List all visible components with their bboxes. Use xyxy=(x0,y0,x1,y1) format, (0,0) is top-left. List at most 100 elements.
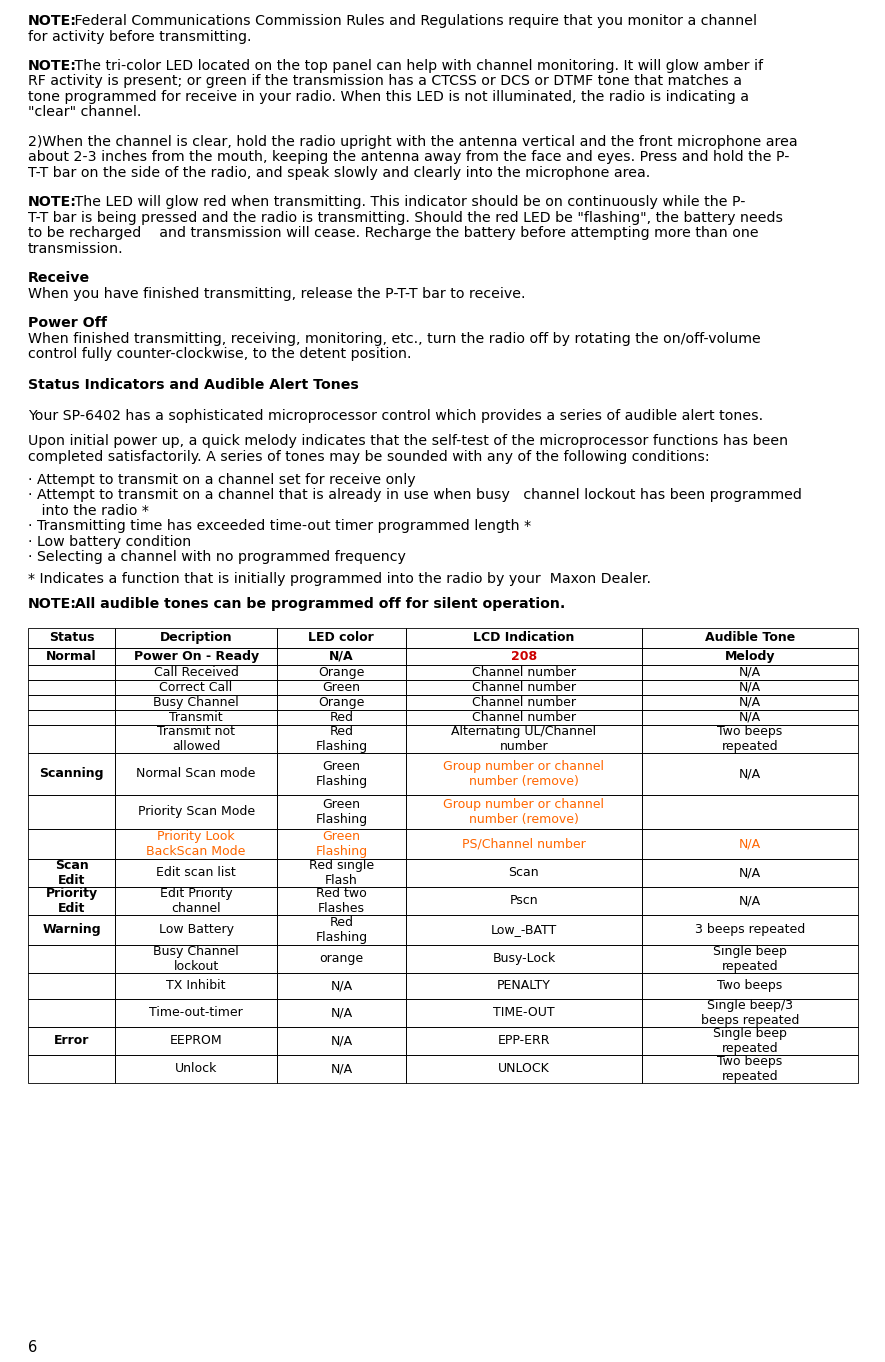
Text: Priority
Edit: Priority Edit xyxy=(45,887,97,915)
Text: N/A: N/A xyxy=(739,767,761,780)
Bar xyxy=(115,829,277,859)
Text: Red two
Flashes: Red two Flashes xyxy=(316,887,366,915)
Bar xyxy=(643,998,858,1027)
Text: Unlock: Unlock xyxy=(175,1062,217,1076)
Text: for activity before transmitting.: for activity before transmitting. xyxy=(28,30,251,44)
Text: Orange: Orange xyxy=(318,696,365,708)
Bar xyxy=(643,680,858,695)
Text: 3 beeps repeated: 3 beeps repeated xyxy=(695,923,805,936)
Text: Green: Green xyxy=(322,681,360,693)
Bar xyxy=(643,945,858,972)
Bar xyxy=(277,753,405,795)
Text: UNLOCK: UNLOCK xyxy=(498,1062,550,1076)
Text: Red single
Flash: Red single Flash xyxy=(309,859,373,887)
Text: Low_-BATT: Low_-BATT xyxy=(491,923,557,936)
Bar xyxy=(643,887,858,915)
Bar xyxy=(405,998,643,1027)
Bar xyxy=(277,680,405,695)
Bar xyxy=(643,628,858,648)
Text: RF activity is present; or green if the transmission has a CTCSS or DCS or DTMF : RF activity is present; or green if the … xyxy=(28,75,742,89)
Bar xyxy=(277,695,405,710)
Text: tone programmed for receive in your radio. When this LED is not illuminated, the: tone programmed for receive in your radi… xyxy=(28,90,749,104)
Bar xyxy=(115,795,277,829)
Text: Your SP-6402 has a sophisticated microprocessor control which provides a series : Your SP-6402 has a sophisticated micropr… xyxy=(28,409,763,424)
Bar xyxy=(277,887,405,915)
Text: transmission.: transmission. xyxy=(28,242,124,256)
Bar xyxy=(115,859,277,887)
Bar xyxy=(277,710,405,725)
Bar xyxy=(28,887,115,915)
Bar xyxy=(405,1027,643,1054)
Bar xyxy=(405,695,643,710)
Text: Two beeps
repeated: Two beeps repeated xyxy=(718,1054,782,1083)
Bar xyxy=(405,972,643,998)
Text: LED color: LED color xyxy=(309,632,374,644)
Text: The LED will glow red when transmitting. This indicator should be on continuousl: The LED will glow red when transmitting.… xyxy=(70,195,745,210)
Bar xyxy=(405,859,643,887)
Bar xyxy=(405,795,643,829)
Bar xyxy=(28,753,115,795)
Text: 208: 208 xyxy=(511,650,537,663)
Bar xyxy=(28,665,115,680)
Bar xyxy=(643,1054,858,1083)
Bar xyxy=(277,915,405,945)
Text: Two beeps
repeated: Two beeps repeated xyxy=(718,725,782,753)
Bar xyxy=(28,829,115,859)
Bar xyxy=(405,887,643,915)
Text: Correct Call: Correct Call xyxy=(159,681,233,693)
Text: Red
Flashing: Red Flashing xyxy=(315,725,367,753)
Text: NOTE:: NOTE: xyxy=(28,195,77,210)
Text: · Selecting a channel with no programmed frequency: · Selecting a channel with no programmed… xyxy=(28,550,406,564)
Bar xyxy=(115,695,277,710)
Bar xyxy=(115,998,277,1027)
Text: · Attempt to transmit on a channel that is already in use when busy   channel lo: · Attempt to transmit on a channel that … xyxy=(28,489,802,503)
Bar xyxy=(28,998,115,1027)
Text: Single beep
repeated: Single beep repeated xyxy=(713,945,787,972)
Text: TX Inhibit: TX Inhibit xyxy=(166,979,226,993)
Bar xyxy=(277,628,405,648)
Text: N/A: N/A xyxy=(330,1034,352,1047)
Text: NOTE:: NOTE: xyxy=(28,597,77,610)
Text: Normal: Normal xyxy=(46,650,96,663)
Text: PS/Channel number: PS/Channel number xyxy=(462,838,586,850)
Bar xyxy=(115,887,277,915)
Bar xyxy=(115,680,277,695)
Bar xyxy=(28,628,115,648)
Text: N/A: N/A xyxy=(330,1007,352,1019)
Text: Status Indicators and Audible Alert Tones: Status Indicators and Audible Alert Tone… xyxy=(28,379,358,392)
Bar xyxy=(643,1027,858,1054)
Bar xyxy=(643,829,858,859)
Text: Decription: Decription xyxy=(160,632,233,644)
Text: into the radio *: into the radio * xyxy=(28,504,149,518)
Text: * Indicates a function that is initially programmed into the radio by your  Maxo: * Indicates a function that is initially… xyxy=(28,572,651,586)
Bar xyxy=(115,710,277,725)
Text: Pscn: Pscn xyxy=(510,895,538,907)
Bar xyxy=(28,680,115,695)
Text: · Low battery condition: · Low battery condition xyxy=(28,535,191,549)
Text: 2)When the channel is clear, hold the radio upright with the antenna vertical an: 2)When the channel is clear, hold the ra… xyxy=(28,135,797,148)
Text: All audible tones can be programmed off for silent operation.: All audible tones can be programmed off … xyxy=(70,597,566,610)
Bar xyxy=(405,725,643,753)
Text: Error: Error xyxy=(54,1034,89,1047)
Bar xyxy=(277,829,405,859)
Text: When finished transmitting, receiving, monitoring, etc., turn the radio off by r: When finished transmitting, receiving, m… xyxy=(28,332,761,346)
Text: N/A: N/A xyxy=(739,666,761,678)
Bar xyxy=(28,1027,115,1054)
Text: 6: 6 xyxy=(28,1340,37,1355)
Text: Red: Red xyxy=(329,711,353,723)
Text: Transmit not
allowed: Transmit not allowed xyxy=(157,725,235,753)
Text: Alternating UL/Channel
number: Alternating UL/Channel number xyxy=(451,725,596,753)
Bar xyxy=(643,915,858,945)
Bar xyxy=(405,1054,643,1083)
Bar xyxy=(28,972,115,998)
Bar xyxy=(277,945,405,972)
Text: PENALTY: PENALTY xyxy=(497,979,550,993)
Text: Scan: Scan xyxy=(509,866,539,880)
Bar xyxy=(405,710,643,725)
Text: Federal Communications Commission Rules and Regulations require that you monitor: Federal Communications Commission Rules … xyxy=(70,14,757,29)
Bar xyxy=(643,753,858,795)
Bar xyxy=(115,628,277,648)
Text: Two beeps: Two beeps xyxy=(718,979,782,993)
Text: Audible Tone: Audible Tone xyxy=(705,632,796,644)
Bar xyxy=(277,648,405,665)
